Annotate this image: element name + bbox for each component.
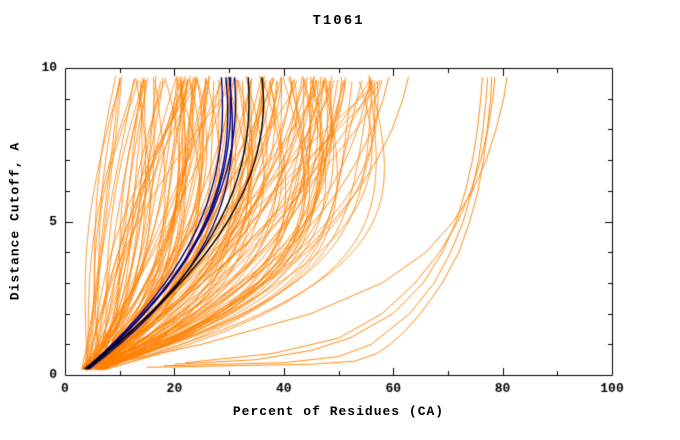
x-axis-label: Percent of Residues (CA) [232, 404, 445, 419]
y-axis-label: Distance Cutoff, A [7, 141, 23, 301]
chart-title: T1061 [312, 13, 365, 29]
